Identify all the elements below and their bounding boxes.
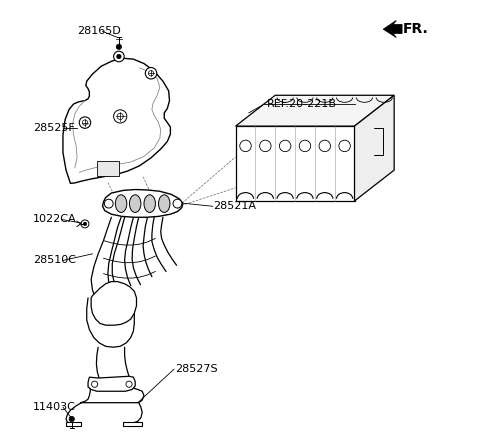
Polygon shape — [88, 376, 135, 391]
Circle shape — [117, 113, 123, 120]
Polygon shape — [236, 126, 355, 201]
Polygon shape — [236, 95, 394, 126]
Circle shape — [114, 51, 124, 62]
Text: 28521A: 28521A — [214, 201, 257, 211]
Circle shape — [104, 199, 113, 208]
Polygon shape — [66, 422, 81, 425]
Circle shape — [260, 140, 271, 152]
Circle shape — [339, 140, 350, 152]
Text: REF.20-221B: REF.20-221B — [266, 99, 336, 109]
Circle shape — [173, 199, 182, 208]
Text: 28510C: 28510C — [33, 256, 76, 265]
Circle shape — [81, 220, 89, 228]
Text: 28525F: 28525F — [33, 123, 75, 133]
Circle shape — [145, 67, 157, 79]
Ellipse shape — [144, 195, 156, 212]
Polygon shape — [91, 281, 136, 325]
Circle shape — [240, 140, 251, 152]
Polygon shape — [355, 95, 394, 201]
Circle shape — [83, 222, 87, 226]
Polygon shape — [383, 21, 402, 37]
Circle shape — [117, 54, 121, 59]
Circle shape — [116, 44, 121, 50]
Circle shape — [299, 140, 311, 152]
Ellipse shape — [115, 195, 127, 212]
Circle shape — [79, 117, 91, 128]
Polygon shape — [103, 190, 183, 217]
Ellipse shape — [158, 195, 170, 212]
Polygon shape — [123, 422, 142, 425]
Circle shape — [114, 110, 127, 123]
Polygon shape — [63, 58, 170, 183]
Circle shape — [126, 381, 132, 387]
Circle shape — [279, 140, 291, 152]
Circle shape — [319, 140, 331, 152]
Circle shape — [148, 70, 154, 76]
Circle shape — [69, 417, 74, 421]
Polygon shape — [97, 161, 119, 176]
Text: 28527S: 28527S — [175, 364, 217, 374]
Text: FR.: FR. — [403, 22, 429, 36]
Text: 11403C: 11403C — [33, 402, 76, 412]
Ellipse shape — [130, 195, 141, 212]
Circle shape — [92, 381, 98, 387]
Text: 28165D: 28165D — [77, 26, 121, 37]
Text: 1022CA: 1022CA — [33, 215, 77, 224]
Circle shape — [83, 120, 88, 125]
